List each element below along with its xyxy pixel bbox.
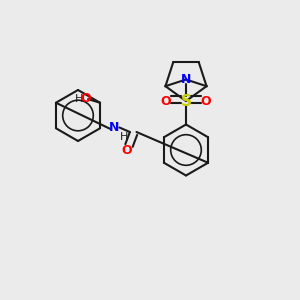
- Text: H: H: [75, 94, 83, 104]
- Text: S: S: [181, 94, 191, 109]
- Text: O: O: [122, 143, 132, 157]
- Text: H: H: [119, 131, 128, 142]
- Text: N: N: [109, 121, 119, 134]
- Text: O: O: [201, 94, 212, 108]
- Text: O: O: [160, 94, 171, 108]
- Text: N: N: [181, 73, 191, 86]
- Text: O: O: [80, 92, 91, 105]
